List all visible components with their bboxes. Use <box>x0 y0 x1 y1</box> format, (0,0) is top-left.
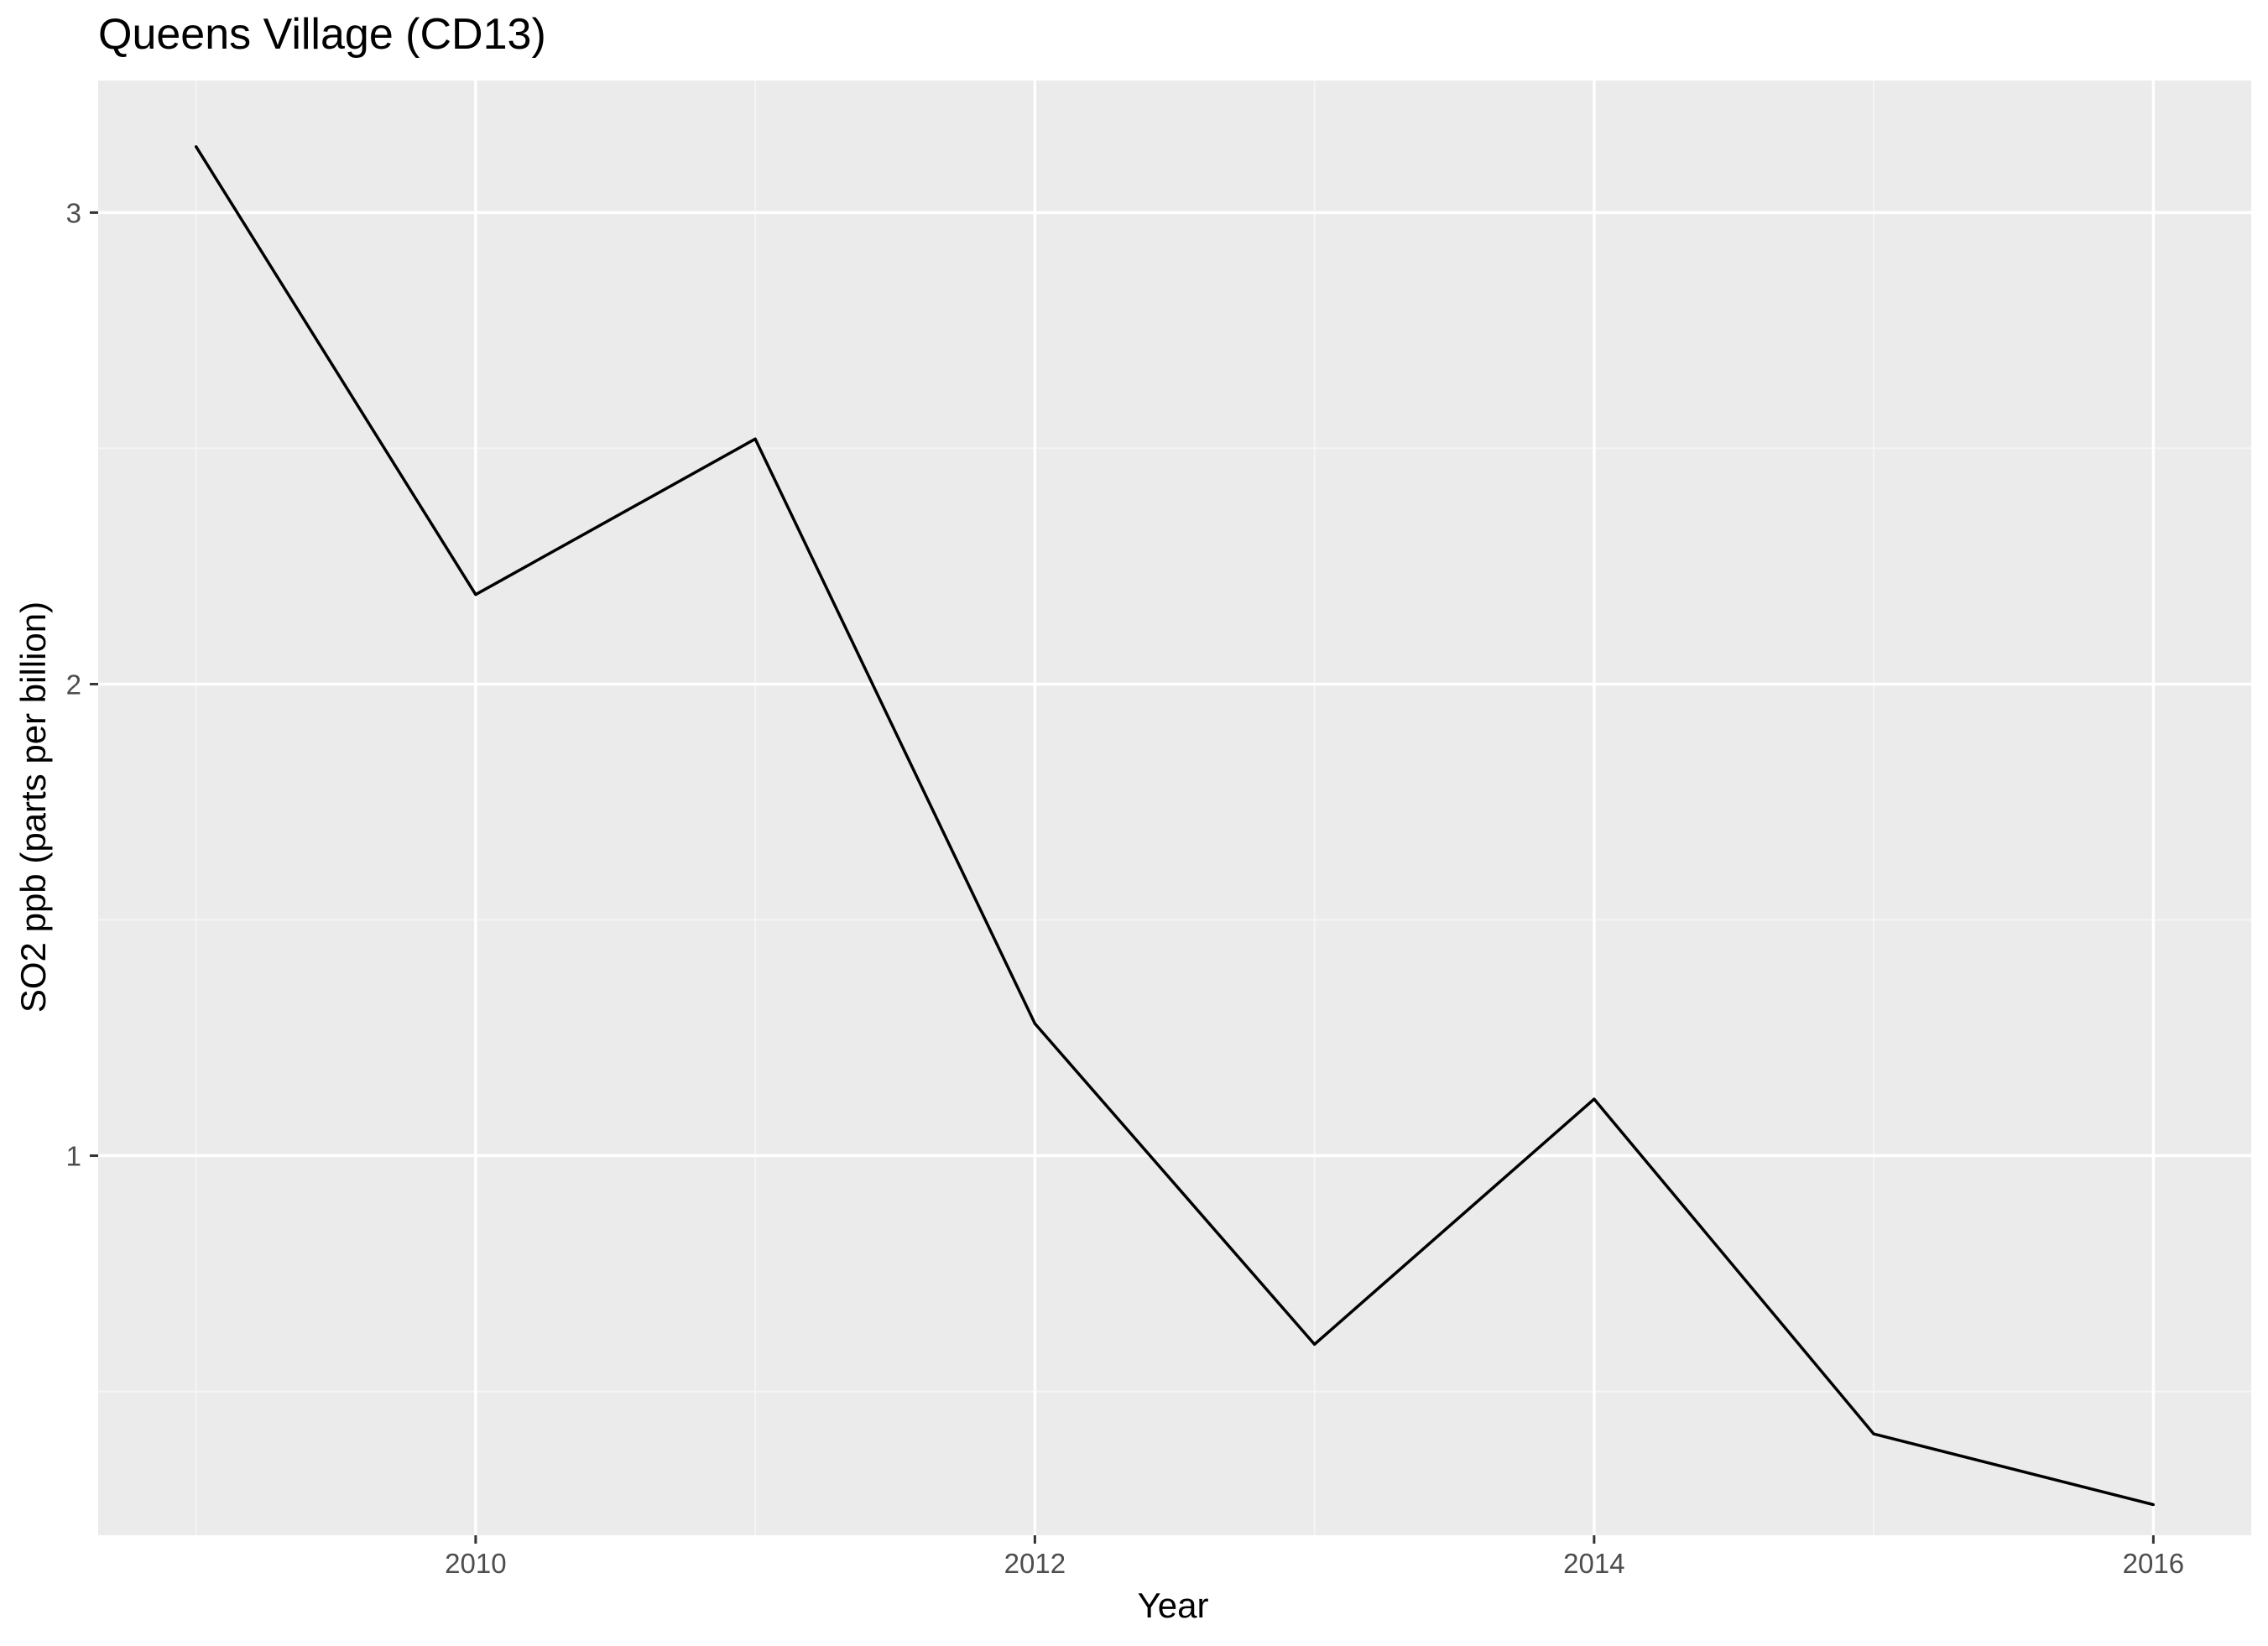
data-point <box>1873 1433 1875 1435</box>
x-axis: 2010 2012 2014 2016 <box>445 1535 2184 1579</box>
data-point <box>2152 1503 2155 1506</box>
y-tick-label: 3 <box>66 197 81 228</box>
data-point <box>754 438 757 440</box>
chart-title: Queens Village (CD13) <box>98 10 546 59</box>
x-tick-label: 2014 <box>1563 1548 1624 1579</box>
x-axis-title: Year <box>1138 1586 1209 1625</box>
x-tick-label: 2012 <box>1004 1548 1066 1579</box>
y-tick-label: 1 <box>66 1141 81 1172</box>
y-axis: 1 2 3 <box>66 197 98 1171</box>
data-point <box>1313 1343 1316 1346</box>
data-point <box>195 145 197 148</box>
data-point <box>474 593 477 596</box>
y-axis-title: SO2 ppb (parts per billion) <box>13 602 53 1013</box>
x-tick-label: 2010 <box>445 1548 506 1579</box>
data-point <box>1034 1023 1036 1025</box>
data-point <box>1593 1097 1595 1100</box>
x-tick-label: 2016 <box>2123 1548 2184 1579</box>
y-tick-label: 2 <box>66 669 81 700</box>
plot-panel <box>98 81 2251 1535</box>
